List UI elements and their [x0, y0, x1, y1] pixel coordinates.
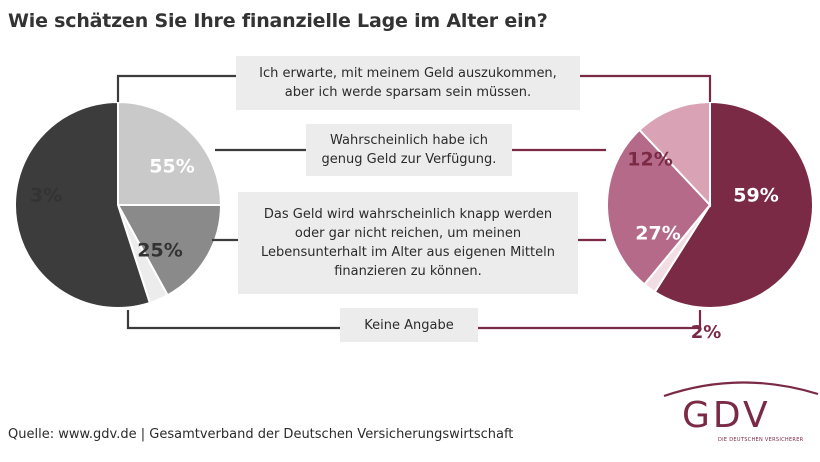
- pie-right-slice: [638, 100, 711, 208]
- legend-line: finanzieren zu können.: [334, 264, 482, 279]
- logo-text: GDV: [682, 395, 771, 436]
- legend-line: Keine Angabe: [364, 317, 454, 333]
- pie-right-label: 59%: [733, 185, 778, 207]
- legend-line: Wahrscheinlich habe ich: [330, 133, 488, 148]
- connector-line: [580, 74, 712, 102]
- pie-left-slice: [14, 100, 152, 309]
- legend-box-sparsam: Ich erwarte, mit meinem Geld auszukommen…: [236, 56, 580, 110]
- legend-box-knapp: Das Geld wird wahrscheinlich knapp werde…: [238, 192, 578, 294]
- legend-box-genug: Wahrscheinlich habe ich genug Geld zur V…: [306, 124, 512, 176]
- legend-line: Das Geld wird wahrscheinlich knapp werde…: [263, 207, 553, 222]
- pie-left-label: 25%: [137, 240, 182, 262]
- source-note: Quelle: www.gdv.de | Gesamtverband der D…: [8, 427, 514, 442]
- pie-right-label: 12%: [627, 149, 672, 171]
- chart-title: Wie schätzen Sie Ihre finanzielle Lage i…: [8, 10, 548, 32]
- pie-right-label: 2%: [691, 322, 722, 343]
- connector-line: [478, 310, 702, 330]
- pie-left-label: 55%: [149, 156, 194, 178]
- legend-line: Ich erwarte, mit meinem Geld auszukommen…: [259, 66, 557, 81]
- pie-right-slice: [653, 100, 814, 309]
- gdv-logo: GDV DIE DEUTSCHEN VERSICHERER: [660, 376, 820, 448]
- connector-line: [116, 74, 236, 102]
- pie-left-label: 3%: [30, 185, 62, 207]
- legend-line: Lebensunterhalt im Alter aus eigenen Mit…: [261, 245, 555, 260]
- pie-left-slice: [116, 204, 223, 297]
- legend-line: aber ich werde sparsam sein müssen.: [284, 85, 532, 100]
- pie-right-slice: [606, 128, 712, 286]
- connector-line: [126, 310, 340, 330]
- pie-right-label: 27%: [635, 223, 680, 245]
- pie-left-slice: [117, 100, 223, 206]
- legend-line: genug Geld zur Verfügung.: [321, 152, 497, 167]
- logo-subtitle: DIE DEUTSCHEN VERSICHERER: [718, 437, 804, 443]
- legend-line: oder gar nicht reichen, um meinen: [294, 226, 522, 241]
- logo-arc-icon: [663, 381, 819, 398]
- legend-box-keine-angabe: Keine Angabe: [340, 308, 478, 342]
